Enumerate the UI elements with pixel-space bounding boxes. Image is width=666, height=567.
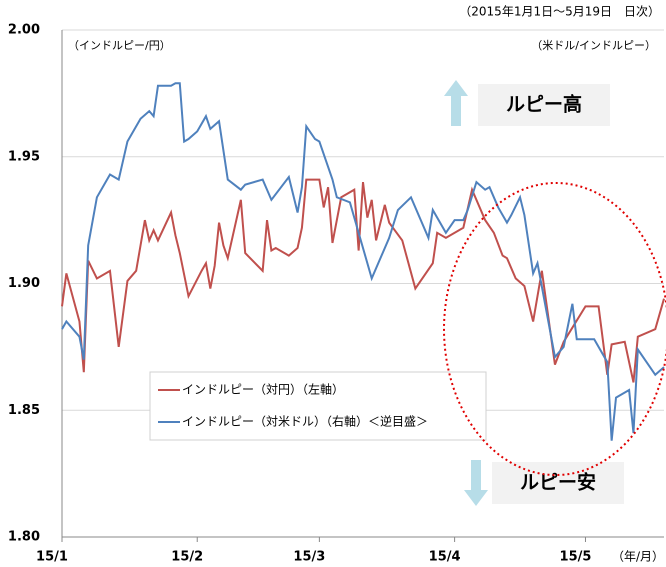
legend-label: インドルピー（対円）（左軸） [182, 382, 344, 397]
annotation-down: ルピー安 [464, 460, 624, 506]
y-tick-label: 1.90 [8, 276, 40, 291]
plot: 1.80 1.85 1.90 1.95 2.00 15/1 15/2 15/3 15/4 15/5… [8, 23, 665, 565]
y-axis-label: （インドルピー/円） [68, 39, 171, 52]
y2-axis-label: （米ドル/インドルピー） [531, 39, 656, 52]
legend-label: インドルピー（対米ドル）（右軸）＜逆目盛＞ [182, 414, 428, 429]
series-line [61, 82, 665, 441]
y-tick-label: 1.95 [8, 149, 40, 164]
arrow-up [444, 80, 468, 126]
y-tick-label: 2.00 [8, 23, 40, 38]
x-tick-label: 15/3 [293, 550, 325, 565]
chart-subtitle: （2015年1月1日～5月19日 日次） [459, 5, 660, 19]
annotation: ルピー高 [506, 93, 582, 116]
arrow-down [464, 460, 488, 506]
x-tick-label: 15/5 [560, 550, 592, 565]
annotation: ルピー安 [520, 471, 596, 494]
annotation-up: ルピー高 [444, 80, 610, 126]
y-tick-label: 1.85 [8, 403, 40, 418]
legend-box [149, 371, 487, 441]
legend: インドルピー（対円）（左軸） インドルピー（対米ドル）（右軸）＜逆目盛＞ [149, 371, 487, 441]
x-tick-label: 15/1 [36, 550, 68, 565]
y-tick-label: 1.80 [8, 530, 40, 545]
annotation-box [478, 84, 610, 126]
annotation-box [492, 462, 624, 504]
highlight-ellipse [443, 182, 666, 476]
x-axis-label: （年/月） [612, 550, 664, 564]
x-tick-label: 15/2 [171, 550, 203, 565]
x-tick-label: 15/4 [429, 550, 461, 565]
series-line [61, 178, 665, 383]
